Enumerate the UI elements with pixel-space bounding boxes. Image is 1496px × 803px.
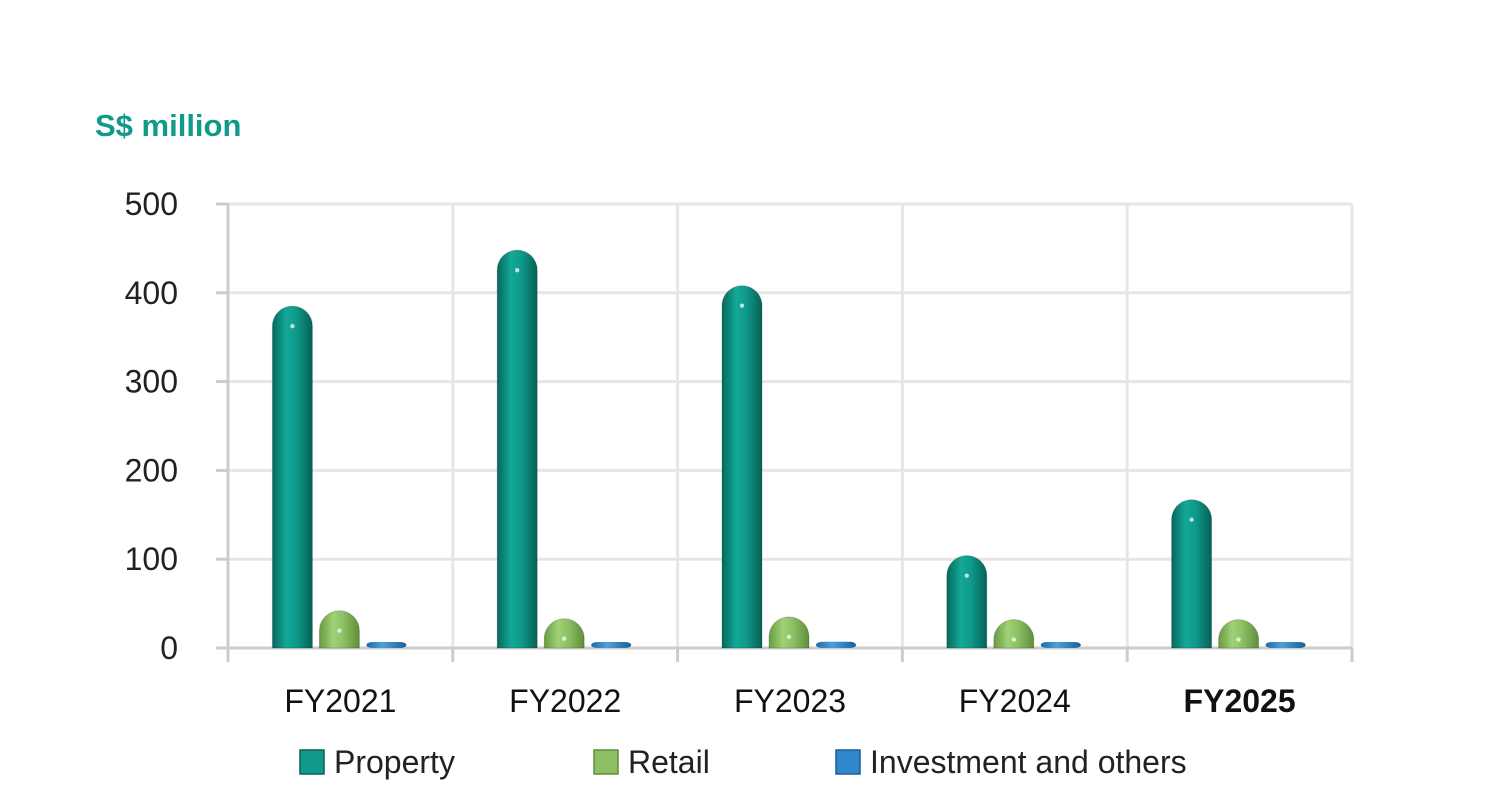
legend-item-investment: Investment and others (835, 744, 1187, 780)
legend-label: Property (334, 744, 455, 780)
bar-retail-fy2023 (768, 616, 810, 649)
bar-property-fy2024 (946, 555, 988, 649)
gridlines (216, 202, 1354, 650)
y-tick-label: 300 (125, 364, 178, 400)
bar-investment-fy2023 (816, 641, 856, 648)
y-tick-label: 100 (125, 541, 178, 577)
legend-swatch (299, 749, 325, 775)
bar-investment-fy2021 (366, 642, 407, 648)
legend: Property Retail Investment and others (299, 744, 1187, 780)
category-labels: FY2021 FY2022 FY2023 FY2024 FY2025 (284, 683, 1295, 719)
bar-property-fy2022 (496, 249, 538, 649)
y-tick-labels: 0 100 200 300 400 500 (125, 186, 178, 666)
bar-retail-fy2021 (318, 610, 360, 649)
bar-property-fy2021 (271, 305, 313, 649)
y-axis-unit-label: S$ million (95, 108, 241, 143)
bars (271, 249, 1306, 649)
bar-retail-fy2024 (993, 619, 1035, 649)
x-category-label: FY2024 (959, 683, 1071, 719)
x-category-label: FY2025 (1184, 683, 1296, 719)
legend-label: Retail (628, 744, 710, 780)
bar-retail-fy2022 (543, 618, 585, 649)
y-tick-label: 500 (125, 186, 178, 222)
x-category-label: FY2023 (734, 683, 846, 719)
y-tick-label: 200 (125, 452, 178, 488)
legend-swatch (593, 749, 619, 775)
y-tick-label: 400 (125, 275, 178, 311)
bar-investment-fy2025 (1265, 642, 1306, 648)
legend-swatch (835, 749, 861, 775)
x-category-label: FY2022 (509, 683, 621, 719)
bar-property-fy2023 (721, 285, 763, 649)
legend-item-retail: Retail (593, 744, 710, 780)
bar-retail-fy2025 (1218, 619, 1260, 649)
bar-investment-fy2024 (1040, 642, 1081, 648)
bar-property-fy2025 (1171, 499, 1213, 649)
legend-label: Investment and others (870, 744, 1187, 780)
y-tick-label: 0 (160, 630, 178, 666)
bar-investment-fy2022 (591, 642, 632, 648)
x-category-label: FY2021 (284, 683, 396, 719)
legend-item-property: Property (299, 744, 455, 780)
